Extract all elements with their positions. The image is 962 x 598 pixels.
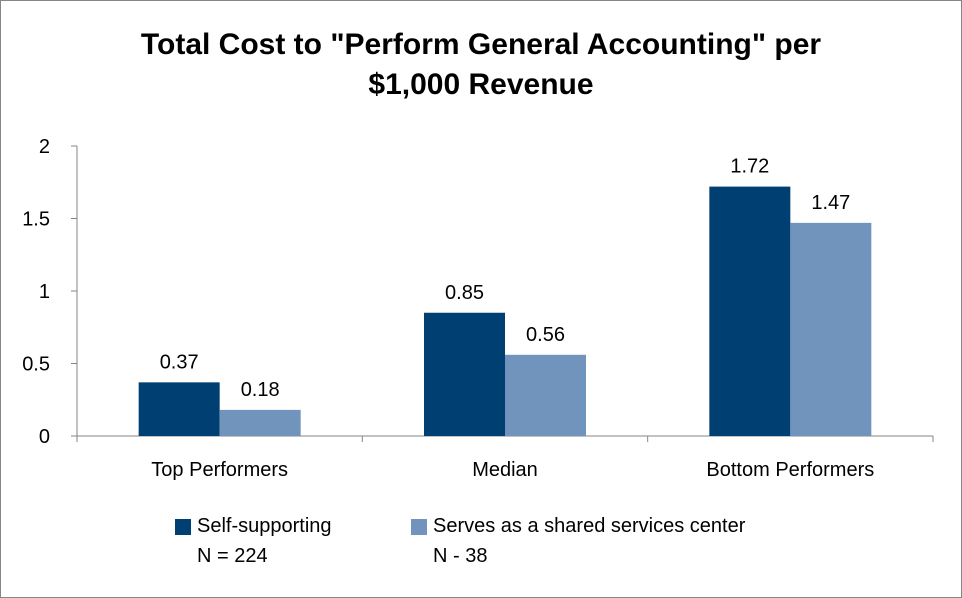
chart-title: Total Cost to "Perform General Accountin… [1,25,961,105]
chart-title-line-1: Total Cost to "Perform General Accountin… [140,28,822,61]
y-tick-label: 1.5 [22,209,50,231]
x-category-label: Median [472,459,538,481]
data-label: 1.47 [811,192,850,214]
bar [424,312,505,436]
y-tick-label: 2 [39,136,50,158]
bar [505,354,586,436]
bar [138,382,220,436]
bar [219,409,301,436]
legend-swatch-shared-services [411,519,427,535]
legend-label-self-supporting: Self-supporting [197,515,332,537]
legend-label-shared-services: Serves as a shared services center [433,515,746,537]
y-tick-label: 0.5 [22,354,50,376]
data-label: 0.37 [160,351,199,373]
data-label: 1.72 [730,156,769,178]
legend-count-self-supporting: N = 224 [197,545,268,567]
data-label: 0.56 [526,324,565,346]
chart-legend: Self-supporting N = 224 Serves as a shar… [1,511,961,581]
x-category-label: Top Performers [151,459,288,481]
legend-count-shared-services: N - 38 [433,545,488,567]
data-label: 0.18 [241,379,280,401]
data-label: 0.85 [445,282,484,304]
bar [709,186,791,436]
bar [790,222,872,436]
legend-swatch-self-supporting [175,519,191,535]
bar-chart-plot: 0 0.5 1 1.5 2 Top Performers Median Bottom Perf… [22,136,934,481]
chart-title-line-2: $1,000 Revenue [368,68,594,101]
x-category-label: Bottom Performers [706,459,874,481]
y-tick-label: 1 [39,281,50,303]
y-tick-label: 0 [39,426,50,448]
